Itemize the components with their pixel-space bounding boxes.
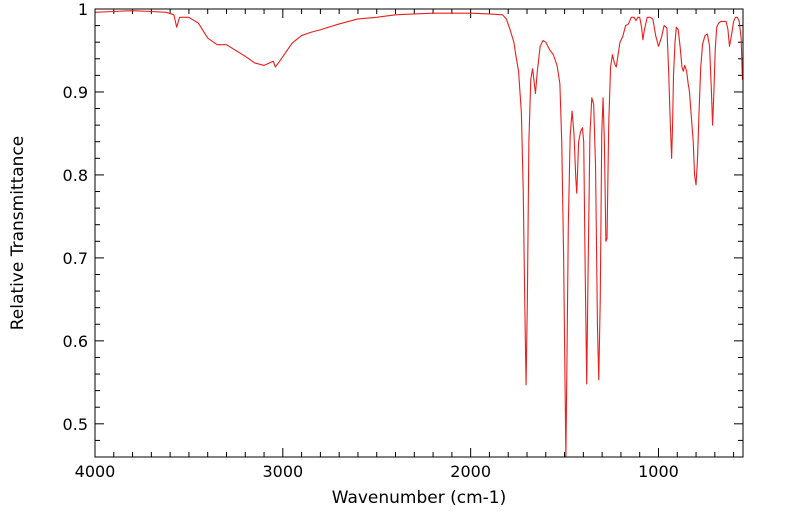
plot-area xyxy=(95,9,743,457)
x-tick-label: 2000 xyxy=(450,462,491,481)
y-tick-label: 0.5 xyxy=(63,415,88,434)
plot-frame xyxy=(94,8,744,458)
x-axis-title: Wavenumber (cm-1) xyxy=(332,488,507,508)
x-tick-label: 3000 xyxy=(262,462,303,481)
y-tick-label: 0.7 xyxy=(63,249,88,268)
y-tick-label: 0.6 xyxy=(63,332,88,351)
x-tick-label: 1000 xyxy=(638,462,679,481)
y-tick-label: 1 xyxy=(78,0,88,19)
x-tick-label: 4000 xyxy=(75,462,116,481)
spectrum-line xyxy=(95,10,743,457)
y-tick-label: 0.9 xyxy=(63,83,88,102)
y-axis-title: Relative Transmittance xyxy=(8,136,28,331)
y-tick-label: 0.8 xyxy=(63,166,88,185)
